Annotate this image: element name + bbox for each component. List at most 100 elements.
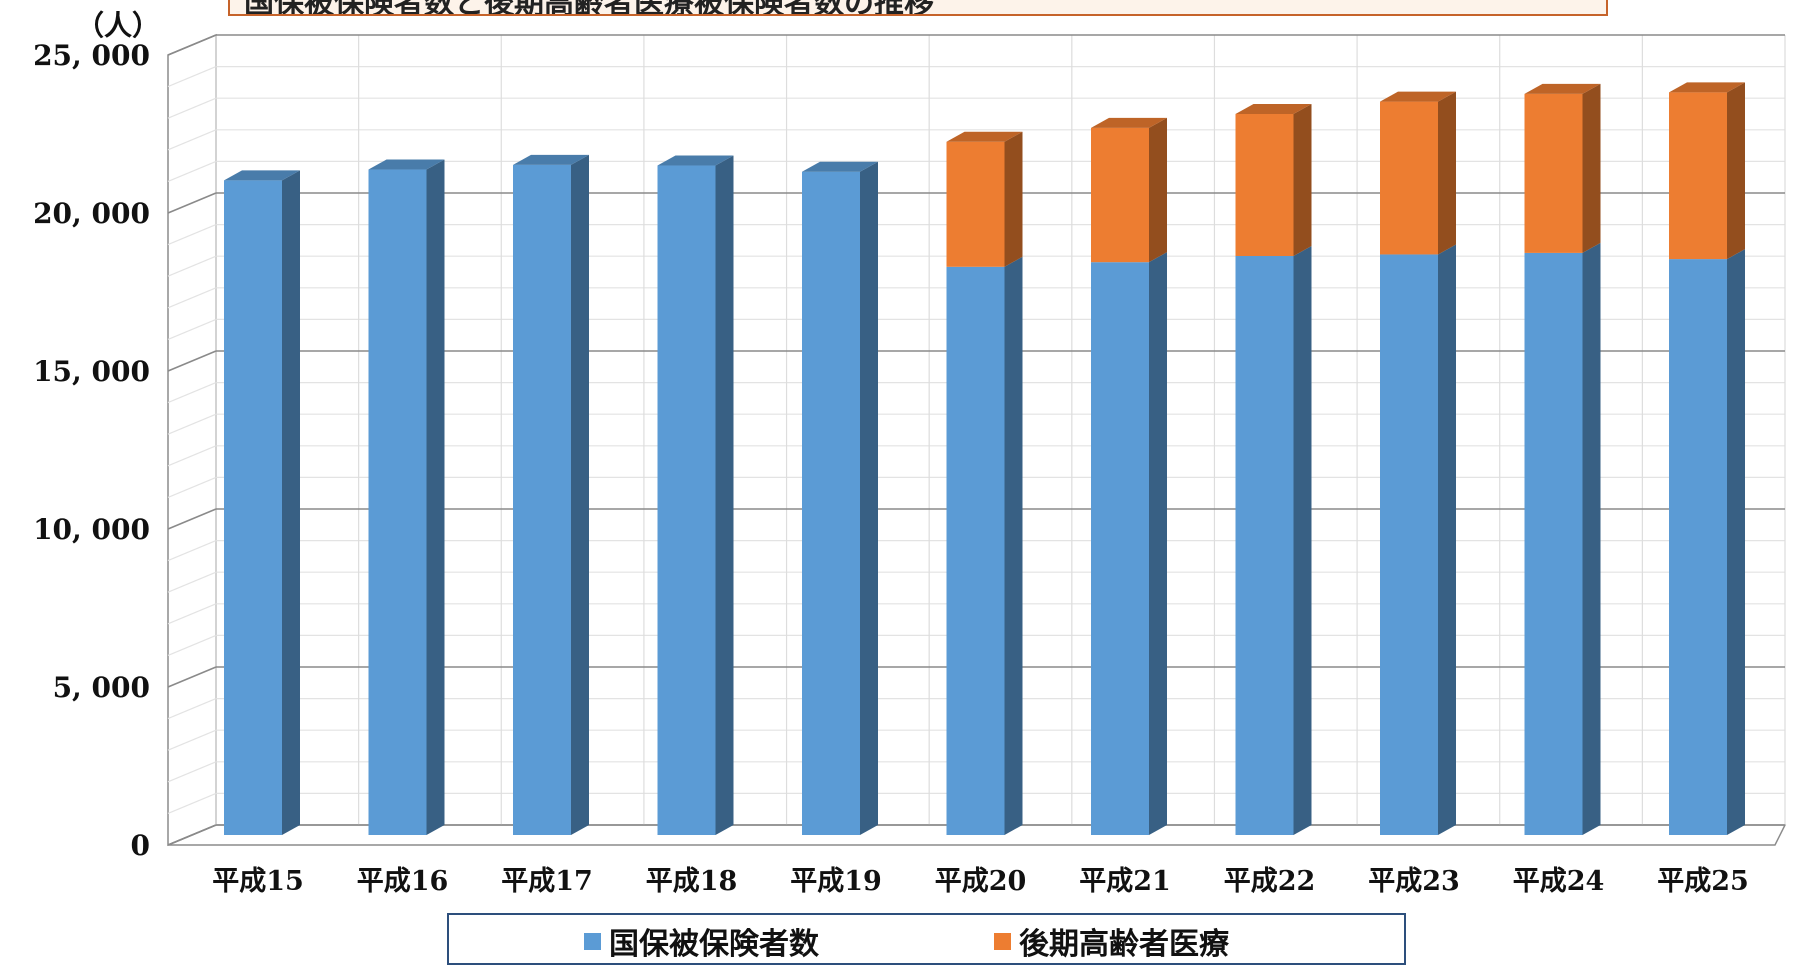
x-tick-label: 平成25 <box>1657 866 1749 897</box>
bar-front <box>946 141 1005 267</box>
bar-side <box>860 161 878 835</box>
major-gridline-side <box>167 824 217 846</box>
minor-gridline-side <box>167 792 217 814</box>
bar-kokuho-6 <box>1091 252 1167 835</box>
bar-top <box>1091 117 1167 128</box>
bar-side <box>282 170 300 835</box>
bar-side <box>1149 252 1167 835</box>
bar-side <box>1293 103 1312 257</box>
minor-gridline-side <box>167 603 217 625</box>
x-axis-ticks: 平成15 平成16 平成17 平成18 平成19 平成20 平成21 平成22 平成23 平成24… <box>212 866 1749 897</box>
bar-side <box>1149 117 1167 263</box>
bar-top <box>1380 91 1456 102</box>
minor-gridline-side <box>167 287 217 309</box>
bar-front <box>802 171 860 835</box>
x-tick-label: 平成16 <box>357 866 449 897</box>
major-gridline-side <box>167 508 217 530</box>
bar-side <box>715 155 734 835</box>
bar-front <box>224 180 282 835</box>
x-tick-label: 平成22 <box>1224 866 1316 897</box>
bar-side <box>1582 83 1601 253</box>
minor-gridline-side <box>167 160 217 182</box>
y-axis-unit-label: （人） <box>76 9 161 42</box>
bar-top <box>368 159 445 170</box>
legend-item-kouki: 後期高齢者医療 <box>994 919 1229 963</box>
y-tick-label: 10, 000 <box>33 513 150 546</box>
bar-series <box>224 82 1745 836</box>
bar-side <box>1004 131 1023 267</box>
bar-kouki-7 <box>1235 103 1312 257</box>
bar-kouki-8 <box>1380 91 1456 255</box>
bar-top <box>1235 103 1312 114</box>
bar-top <box>946 131 1023 142</box>
bar-top <box>224 170 300 181</box>
bar-front <box>1091 127 1149 263</box>
major-gridline-side <box>167 666 217 688</box>
bar-kouki-6 <box>1091 117 1167 263</box>
bar-top <box>1524 83 1601 94</box>
minor-gridline-side <box>167 476 217 498</box>
bar-kokuho-5 <box>946 256 1023 836</box>
bar-side <box>1004 256 1023 836</box>
bar-side <box>571 154 589 836</box>
bar-front <box>1669 92 1727 260</box>
y-tick-label: 0 <box>131 829 150 862</box>
bar-kokuho-10 <box>1669 249 1745 835</box>
bar-front <box>1091 262 1149 835</box>
legend-swatch-kokuho <box>584 932 601 950</box>
legend-label-kouki: 後期高齢者医療 <box>1019 927 1229 962</box>
minor-gridline-side <box>167 255 217 277</box>
bar-kokuho-3 <box>657 155 734 835</box>
bar-front <box>1235 113 1294 257</box>
chart-title-box: 国保被保険者数と後期高齢者医療被保険者数の推移 <box>228 0 1608 16</box>
bar-top <box>1669 82 1745 93</box>
bar-kouki-5 <box>946 131 1023 267</box>
x-tick-label: 平成21 <box>1079 866 1171 897</box>
legend-swatch-kouki <box>994 932 1011 950</box>
bar-kokuho-8 <box>1380 244 1456 835</box>
legend-item-kokuho: 国保被保険者数 <box>584 919 819 963</box>
x-tick-label: 平成23 <box>1368 866 1460 897</box>
y-axis-ticks: 0 5, 000 10, 000 15, 000 20, 000 25, 000 <box>33 39 150 862</box>
bar-front <box>657 165 716 835</box>
x-tick-label: 平成24 <box>1513 866 1605 897</box>
bar-front <box>1524 252 1583 836</box>
bar-front <box>946 266 1005 836</box>
bar-kouki-10 <box>1669 82 1745 260</box>
bar-front <box>1380 101 1438 255</box>
minor-gridline-side <box>167 97 217 119</box>
bar-kokuho-9 <box>1524 242 1601 836</box>
minor-gridline-side <box>167 318 217 340</box>
y-tick-label: 20, 000 <box>33 197 150 230</box>
x-tick-label: 平成20 <box>935 866 1027 897</box>
minor-gridline-side <box>167 66 217 88</box>
minor-gridline-side <box>167 571 217 593</box>
bar-front <box>513 164 571 836</box>
minor-gridline-side <box>167 129 217 151</box>
bar-top <box>802 161 878 172</box>
bar-top <box>513 154 589 165</box>
minor-gridline-side <box>167 445 217 467</box>
x-tick-label: 平成17 <box>501 866 593 897</box>
minor-gridline-side <box>167 413 217 435</box>
bar-side <box>426 159 445 835</box>
bar-side <box>1582 242 1601 836</box>
major-gridline-side <box>167 350 217 372</box>
legend-label-kokuho: 国保被保険者数 <box>609 927 819 962</box>
bar-side <box>1727 82 1745 260</box>
minor-gridline-side <box>167 224 217 246</box>
bar-kokuho-7 <box>1235 246 1312 835</box>
y-tick-label: 25, 000 <box>33 39 150 72</box>
bar-kokuho-0 <box>224 170 300 835</box>
minor-gridline-side <box>167 761 217 783</box>
bar-kouki-9 <box>1524 83 1601 253</box>
y-tick-label: 15, 000 <box>33 355 150 388</box>
bar-front <box>1669 259 1727 835</box>
bar-top <box>657 155 734 166</box>
x-tick-label: 平成18 <box>646 866 738 897</box>
bar-kokuho-1 <box>368 159 445 835</box>
side-wall <box>167 33 217 847</box>
bar-side <box>1293 246 1312 835</box>
bar-side <box>1438 244 1456 835</box>
